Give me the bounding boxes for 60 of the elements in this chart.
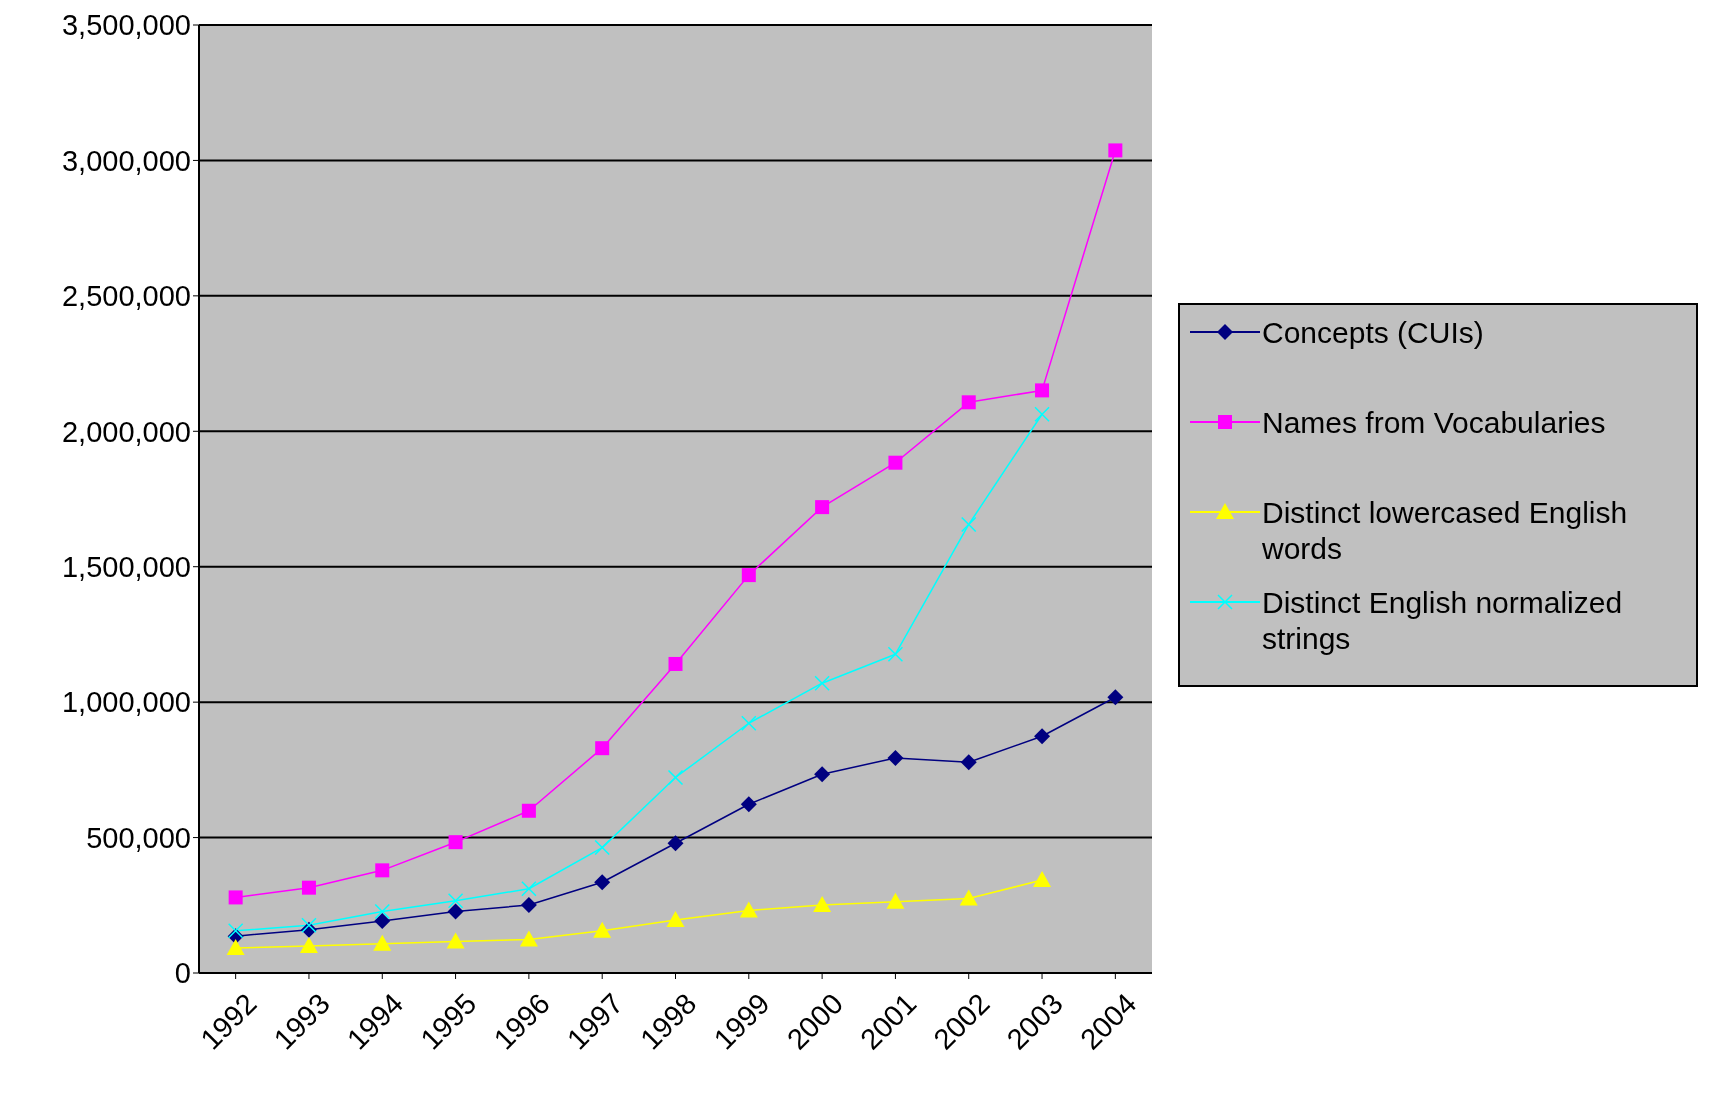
point (593, 921, 612, 938)
point (666, 910, 685, 927)
point (301, 880, 316, 895)
point (961, 395, 976, 410)
point (667, 835, 684, 852)
point (741, 568, 756, 583)
point (741, 715, 757, 732)
point (959, 889, 978, 906)
point (519, 930, 538, 947)
legend-label: Distinct English normalized strings (1262, 585, 1624, 657)
point (521, 881, 537, 897)
point (521, 803, 536, 818)
point (887, 749, 904, 766)
point (595, 741, 610, 756)
point (594, 874, 611, 891)
point (226, 939, 245, 956)
point (814, 766, 831, 783)
point (887, 646, 904, 662)
y-tick-label: 0 (174, 957, 191, 990)
point (888, 455, 903, 470)
legend-label: Names from Vocabularies (1262, 405, 1606, 441)
point (447, 892, 464, 909)
point (815, 500, 830, 515)
point (960, 516, 977, 533)
point (373, 934, 392, 951)
y-tick-label: 1,000,000 (61, 686, 191, 719)
point (448, 835, 463, 850)
y-tick-label: 2,000,000 (61, 415, 191, 448)
y-tick-label: 2,500,000 (61, 280, 191, 313)
point (446, 932, 465, 949)
point (1034, 406, 1050, 422)
point (668, 656, 683, 671)
point (374, 913, 391, 929)
point (227, 923, 244, 939)
point (813, 896, 832, 913)
y-tick-label: 1,500,000 (61, 551, 191, 584)
point (960, 754, 977, 771)
point (1107, 689, 1124, 706)
point (520, 897, 537, 914)
point (301, 917, 317, 934)
point (814, 675, 830, 691)
y-tick-label: 3,500,000 (61, 9, 191, 42)
point (447, 903, 464, 920)
y-tick-label: 3,000,000 (61, 144, 191, 177)
point (594, 839, 610, 856)
point (667, 769, 684, 786)
point (1033, 871, 1052, 888)
point (375, 863, 390, 878)
point (1035, 383, 1050, 398)
point (228, 890, 243, 905)
point (886, 892, 905, 909)
point (299, 936, 318, 953)
legend-label: Concepts (CUIs) (1262, 315, 1484, 351)
legend-label: Distinct lowercased English words (1262, 495, 1629, 567)
point (374, 903, 391, 920)
y-tick-label: 500,000 (86, 821, 191, 854)
point (1034, 728, 1051, 745)
point (739, 901, 758, 918)
point (740, 796, 757, 813)
point (1108, 143, 1123, 158)
